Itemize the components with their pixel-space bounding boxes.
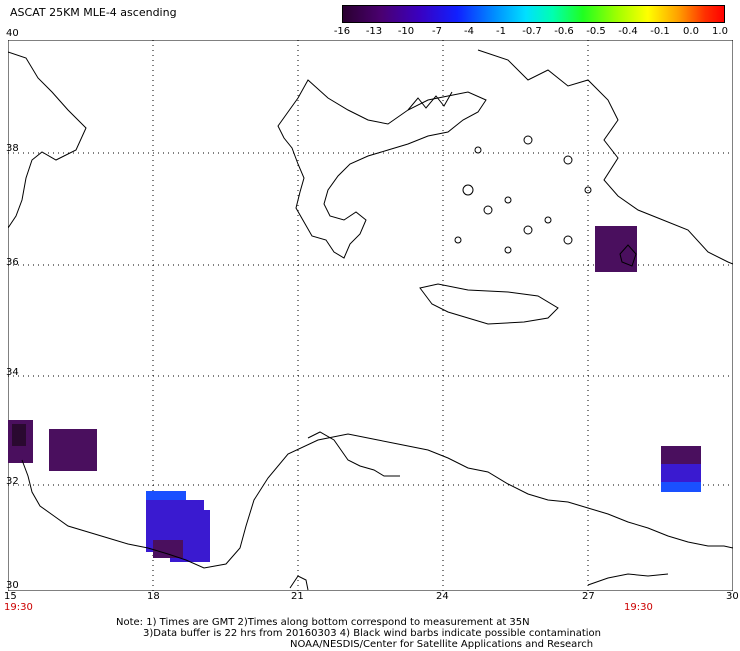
colorbar-tick: -0.1	[650, 26, 670, 37]
colorbar-tick: -10	[397, 26, 415, 37]
colorbar-tick: -0.6	[554, 26, 574, 37]
coastlines	[8, 49, 733, 591]
swath-patch-greece-east	[595, 226, 637, 272]
swath-patch-east-purple	[661, 464, 701, 482]
coast-south-east	[587, 573, 669, 586]
lat-label: 34	[6, 367, 19, 378]
lon-label: 18	[147, 591, 160, 602]
swath-patch-west-wide	[49, 429, 97, 471]
lon-label: 27	[582, 591, 595, 602]
coast-crete	[419, 283, 559, 325]
lat-label: 40	[6, 28, 19, 39]
colorbar-tick: -4	[464, 26, 474, 37]
colorbar-ticks: -16 -13 -10 -7 -4 -1 -0.7 -0.6 -0.5 -0.4…	[334, 26, 732, 38]
coast-rhodes	[619, 244, 637, 267]
colorbar-tick: -16	[333, 26, 351, 37]
time-label-right: 19:30	[624, 602, 653, 613]
colorbar-tick: -7	[432, 26, 442, 37]
map-frame	[8, 40, 733, 591]
lon-label: 24	[436, 591, 449, 602]
note-line-1: Note: 1) Times are GMT 2)Times along bot…	[116, 617, 530, 628]
lon-label: 30	[726, 591, 739, 602]
coast-turkey	[477, 49, 733, 265]
swath-patch-east-dark	[661, 446, 701, 464]
coast-cyrenaica	[307, 431, 400, 477]
coast-island-south	[289, 575, 309, 591]
coast-libya-west	[21, 433, 733, 569]
lat-label: 32	[6, 476, 19, 487]
note-line-3: NOAA/NESDIS/Center for Satellite Applica…	[290, 639, 594, 650]
lat-label: 38	[6, 143, 19, 154]
coast-chalkidiki	[407, 91, 453, 111]
colorbar	[342, 5, 725, 23]
colorbar-tick: -1	[496, 26, 506, 37]
islands	[454, 135, 592, 254]
map-grid	[8, 40, 733, 591]
coast-italy	[8, 51, 87, 229]
colorbar-tick: 0.0	[683, 26, 699, 37]
colorbar-tick: -13	[365, 26, 383, 37]
lon-label: 21	[291, 591, 304, 602]
lon-label: 15	[4, 591, 17, 602]
wind-swaths	[8, 226, 701, 562]
colorbar-tick: 1.0	[712, 26, 728, 37]
lat-label: 36	[6, 257, 19, 268]
swath-patch-west-dark	[12, 424, 26, 446]
colorbar-tick: -0.7	[522, 26, 542, 37]
chart-title: ASCAT 25KM MLE-4 ascending	[10, 6, 177, 19]
swath-patch-libya-dark	[153, 540, 183, 558]
coast-greece	[277, 79, 487, 259]
note-line-2: 3)Data buffer is 22 hrs from 20160303 4)…	[143, 628, 601, 639]
lat-label: 30	[6, 580, 19, 591]
colorbar-tick: -0.4	[618, 26, 638, 37]
time-label-left: 19:30	[4, 602, 33, 613]
colorbar-tick: -0.5	[586, 26, 606, 37]
